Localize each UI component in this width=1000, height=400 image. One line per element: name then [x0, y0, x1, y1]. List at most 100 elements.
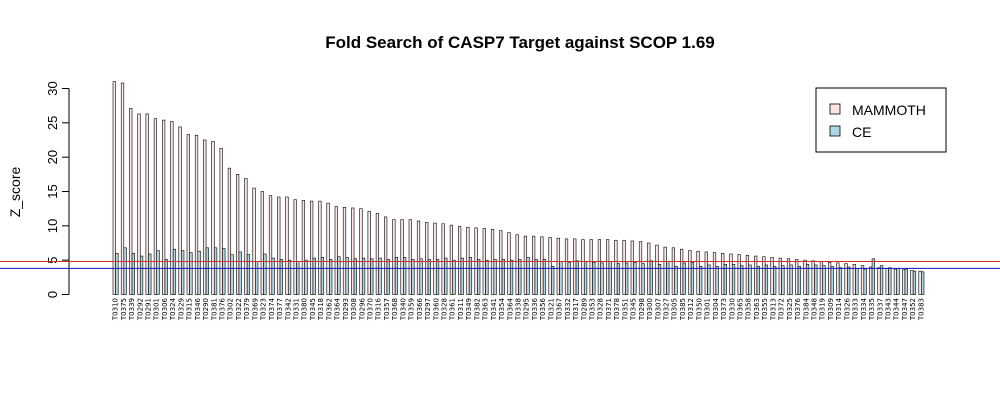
bar-mammoth-88	[836, 262, 840, 295]
bar-mammoth-61	[614, 239, 618, 295]
x-tick-label-90: T0333	[852, 298, 860, 321]
bar-mammoth-97	[910, 270, 914, 295]
legend: MAMMOTH CE	[815, 87, 947, 153]
bar-mammoth-40	[441, 223, 445, 295]
bar-ce-24	[312, 257, 316, 295]
bar-ce-77	[748, 264, 752, 295]
x-tick-label-26: T0362	[325, 298, 333, 321]
bar-ce-20	[279, 259, 283, 295]
bar-mammoth-6	[162, 119, 166, 295]
bar-ce-59	[600, 262, 604, 295]
bar-mammoth-92	[869, 266, 873, 295]
x-tick-label-37: T0366	[416, 297, 424, 321]
x-tick-label-49: T0338	[514, 298, 522, 321]
bar-mammoth-37	[416, 220, 421, 295]
bar-ce-78	[756, 266, 760, 295]
x-tick-label-77: T0358	[745, 298, 753, 321]
bar-mammoth-24	[310, 200, 314, 295]
x-tick-label-66: T0307	[654, 298, 662, 321]
bar-ce-60	[608, 261, 612, 295]
bar-ce-81	[781, 265, 785, 295]
bar-ce-36	[411, 259, 415, 295]
bar-mammoth-34	[392, 219, 396, 295]
bar-mammoth-20	[277, 196, 281, 295]
bar-mammoth-76	[737, 254, 741, 295]
bar-mammoth-48	[507, 232, 511, 295]
bar-mammoth-75	[729, 253, 733, 295]
bar-mammoth-69	[680, 248, 684, 295]
bar-ce-90	[855, 268, 859, 295]
bar-ce-11	[205, 247, 209, 295]
bar-ce-83	[797, 266, 801, 295]
bar-mammoth-22	[293, 199, 297, 295]
x-tick-label-30: T0296	[358, 297, 366, 321]
bar-mammoth-74	[721, 253, 725, 295]
bar-ce-73	[715, 266, 719, 295]
x-tick-label-43: T0349	[465, 298, 473, 321]
x-tick-label-86: T0319	[819, 298, 827, 321]
bar-mammoth-0	[112, 81, 116, 295]
bar-mammoth-56	[573, 238, 577, 295]
x-tick-label-56: T0317	[572, 298, 580, 321]
y-tick-label-15: 15	[45, 184, 60, 198]
bar-mammoth-55	[564, 238, 569, 295]
bar-ce-29	[353, 258, 357, 295]
bar-ce-12	[213, 247, 218, 295]
bar-ce-33	[386, 259, 390, 295]
x-tick-label-48: T0364	[506, 297, 514, 321]
bar-ce-13	[222, 248, 226, 295]
bar-ce-96	[904, 268, 908, 295]
x-tick-label-78: T0363	[753, 298, 761, 321]
bar-mammoth-82	[786, 258, 791, 295]
bar-ce-74	[723, 263, 727, 295]
bar-mammoth-52	[540, 236, 544, 295]
bar-ce-66	[657, 263, 662, 295]
x-tick-label-8: T0329	[177, 298, 185, 321]
y-tick-label-20: 20	[45, 150, 60, 164]
bar-ce-7	[172, 248, 177, 295]
x-tick-label-53: T0321	[547, 298, 555, 321]
x-tick-label-79: T0355	[761, 298, 769, 321]
legend-label-mammoth: MAMMOTH	[852, 102, 926, 118]
y-axis: 0 5 10 15 20 25 30	[45, 81, 70, 298]
x-tick-label-60: T0371	[605, 298, 613, 321]
bar-ce-85	[814, 264, 818, 295]
bar-ce-80	[773, 266, 777, 295]
bar-ce-56	[575, 260, 579, 295]
bars-group	[112, 81, 925, 295]
bar-ce-18	[263, 253, 267, 295]
bar-mammoth-26	[326, 202, 330, 295]
x-tick-label-50: T0295	[523, 298, 531, 321]
bar-mammoth-38	[425, 222, 429, 295]
bar-mammoth-7	[170, 121, 174, 295]
x-tick-label-45: T0363	[482, 298, 490, 321]
x-tick-label-29: T0308	[350, 298, 358, 321]
bar-ce-40	[444, 257, 448, 295]
x-tick-label-47: T0354	[498, 297, 506, 321]
bar-ce-39	[435, 259, 440, 295]
x-tick-label-58: T0353	[588, 298, 596, 321]
bar-mammoth-14	[227, 167, 232, 295]
bar-mammoth-25	[318, 200, 322, 295]
x-tick-label-91: T0334	[860, 297, 868, 321]
bar-ce-98	[921, 271, 925, 295]
legend-swatch-ce	[829, 125, 841, 137]
x-tick-label-64: T0298	[638, 298, 646, 321]
bar-ce-52	[542, 259, 547, 295]
x-tick-label-34: T0368	[391, 298, 399, 321]
bar-ce-65	[649, 260, 653, 295]
x-tick-label-14: T0302	[227, 298, 235, 321]
legend-swatch-mammoth	[829, 103, 841, 115]
x-tick-label-9: T0315	[186, 298, 194, 321]
x-tick-label-20: T0377	[276, 298, 284, 321]
x-tick-label-5: T0301	[153, 298, 161, 321]
bar-ce-38	[427, 259, 431, 295]
bar-mammoth-27	[334, 206, 338, 295]
bar-mammoth-68	[671, 247, 676, 295]
bar-mammoth-54	[556, 237, 560, 295]
bar-ce-19	[271, 257, 275, 295]
bar-mammoth-33	[384, 216, 388, 295]
bar-ce-51	[534, 259, 538, 295]
x-tick-label-22: T0331	[292, 298, 300, 321]
